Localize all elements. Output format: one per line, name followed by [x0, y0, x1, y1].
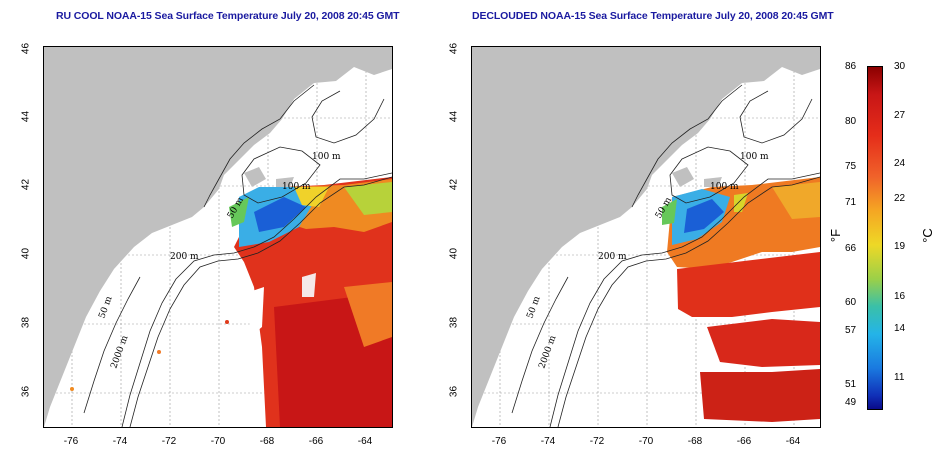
temperature-colorbar — [867, 66, 883, 410]
isobath-label: 50 m — [97, 295, 114, 320]
lon-tick-label: -76 — [63, 436, 79, 447]
isobath-label: 100 m — [282, 182, 311, 192]
right-sst-map: 100 m 100 m 50 m 200 m 50 m 2000 m — [471, 46, 821, 428]
isobath-contours — [83, 84, 392, 427]
lat-tick-label: 40 — [448, 247, 460, 260]
isobath-label: 50 m — [525, 295, 542, 320]
lon-tick-label: -72 — [589, 436, 605, 447]
lon-tick-label: -74 — [540, 436, 556, 447]
fahrenheit-tick: 49 — [845, 397, 857, 408]
fahrenheit-tick: 75 — [845, 161, 857, 172]
fahrenheit-tick: 51 — [845, 379, 857, 390]
right-map-title: DECLOUDED NOAA-15 Sea Surface Temperatur… — [472, 10, 834, 22]
celsius-tick: 30 — [894, 61, 906, 72]
lat-tick-label: 40 — [20, 247, 32, 260]
lon-tick-label: -68 — [259, 436, 275, 447]
land — [472, 47, 820, 427]
lon-tick-label: -70 — [210, 436, 226, 447]
right-map-svg: 100 m 100 m 50 m 200 m 50 m 2000 m — [472, 47, 820, 427]
lat-tick-label: 44 — [448, 110, 460, 123]
lat-tick-label: 46 — [448, 42, 460, 55]
isobath-label: 200 m — [598, 252, 627, 262]
lat-tick-label: 42 — [20, 178, 32, 191]
celsius-tick: 14 — [894, 323, 906, 334]
sst-swath — [662, 177, 820, 422]
celsius-tick: 11 — [894, 372, 905, 383]
isobath-contours — [511, 84, 820, 427]
lat-tick-label: 42 — [448, 178, 460, 191]
celsius-tick: 16 — [894, 291, 906, 302]
left-map-svg: 100 m 100 m 50 m 200 m 50 m 2000 m — [44, 47, 392, 427]
isobath-label: 200 m — [170, 252, 199, 262]
fahrenheit-unit-label: °F — [828, 228, 844, 243]
isobath-label: 100 m — [312, 152, 341, 162]
left-map-title: RU COOL NOAA-15 Sea Surface Temperature … — [56, 10, 400, 22]
lat-tick-label: 36 — [20, 385, 32, 398]
lat-tick-label: 46 — [20, 42, 32, 55]
lon-tick-label: -76 — [491, 436, 507, 447]
isobath-label: 100 m — [740, 152, 769, 162]
celsius-unit-label: °C — [919, 228, 935, 243]
fahrenheit-tick: 86 — [845, 61, 857, 72]
sst-swath — [70, 177, 392, 427]
land — [44, 47, 392, 427]
lon-tick-label: -68 — [687, 436, 703, 447]
lon-tick-label: -64 — [357, 436, 373, 447]
lon-tick-label: -74 — [112, 436, 128, 447]
isobath-label: 2000 m — [109, 334, 130, 370]
celsius-tick: 27 — [894, 110, 906, 121]
celsius-tick: 24 — [894, 158, 906, 169]
lat-tick-label: 38 — [448, 316, 460, 329]
lat-tick-label: 38 — [20, 316, 32, 329]
lon-tick-label: -66 — [736, 436, 752, 447]
lat-tick-label: 36 — [448, 385, 460, 398]
lon-tick-label: -72 — [161, 436, 177, 447]
lon-tick-label: -64 — [785, 436, 801, 447]
fahrenheit-tick: 71 — [845, 197, 857, 208]
celsius-tick: 22 — [894, 193, 906, 204]
isobath-label: 2000 m — [537, 334, 558, 370]
lat-tick-label: 44 — [20, 110, 32, 123]
isobath-label: 100 m — [710, 182, 739, 192]
fahrenheit-tick: 80 — [845, 116, 857, 127]
fahrenheit-tick: 57 — [845, 325, 857, 336]
left-sst-map: 100 m 100 m 50 m 200 m 50 m 2000 m — [43, 46, 393, 428]
lon-tick-label: -70 — [638, 436, 654, 447]
lon-tick-label: -66 — [308, 436, 324, 447]
celsius-tick: 19 — [894, 241, 906, 252]
fahrenheit-tick: 66 — [845, 243, 857, 254]
fahrenheit-tick: 60 — [845, 297, 857, 308]
